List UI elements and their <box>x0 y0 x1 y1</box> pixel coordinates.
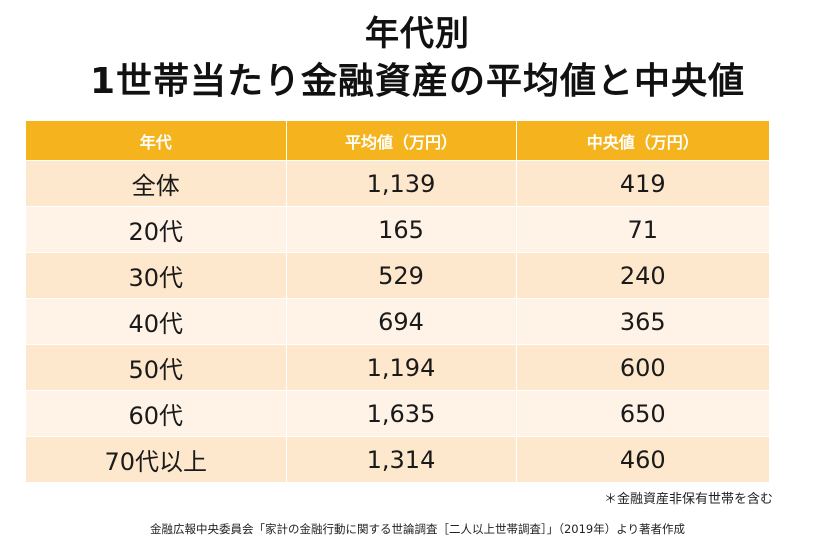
table-header-row: 年代 平均値（万円） 中央値（万円） <box>26 121 769 161</box>
header-median: 中央値（万円） <box>516 121 769 161</box>
table-row: 30代 529 240 <box>26 252 769 299</box>
cell-age-group: 40代 <box>26 298 287 345</box>
cell-median: 600 <box>516 344 769 391</box>
cell-average: 1,635 <box>286 390 517 437</box>
financial-assets-table: 年代 平均値（万円） 中央値（万円） 全体 1,139 419 20代 165 … <box>26 121 769 482</box>
cell-age-group: 60代 <box>26 390 287 437</box>
cell-average: 165 <box>286 206 517 253</box>
cell-age-group: 20代 <box>26 206 287 253</box>
cell-average: 1,194 <box>286 344 517 391</box>
table-row: 40代 694 365 <box>26 298 769 345</box>
cell-average: 1,139 <box>286 160 517 207</box>
cell-median: 71 <box>516 206 769 253</box>
cell-age-group: 70代以上 <box>26 436 287 482</box>
table-row: 70代以上 1,314 460 <box>26 436 769 482</box>
source-citation: 金融広報中央委員会「家計の金融行動に関する世論調査［二人以上世帯調査］」（201… <box>149 522 686 536</box>
cell-median: 460 <box>516 436 769 482</box>
cell-average: 694 <box>286 298 517 345</box>
page-title-line2: 1世帯当たり金融資産の平均値と中央値 <box>89 61 746 102</box>
table-row: 60代 1,635 650 <box>26 390 769 437</box>
footnote: ＊金融資産非保有世帯を含む <box>603 492 773 507</box>
cell-median: 365 <box>516 298 769 345</box>
page-title-line1: 年代別 <box>365 14 470 54</box>
cell-age-group: 50代 <box>26 344 287 391</box>
cell-average: 529 <box>286 252 517 299</box>
cell-median: 650 <box>516 390 769 437</box>
table-row: 20代 165 71 <box>26 206 769 253</box>
table-row: 50代 1,194 600 <box>26 344 769 391</box>
table-row: 全体 1,139 419 <box>26 160 769 207</box>
cell-age-group: 30代 <box>26 252 287 299</box>
header-average: 平均値（万円） <box>286 121 517 161</box>
cell-median: 240 <box>516 252 769 299</box>
cell-average: 1,314 <box>286 436 517 482</box>
cell-age-group: 全体 <box>26 160 287 207</box>
cell-median: 419 <box>516 160 769 207</box>
header-age-group: 年代 <box>26 121 287 161</box>
